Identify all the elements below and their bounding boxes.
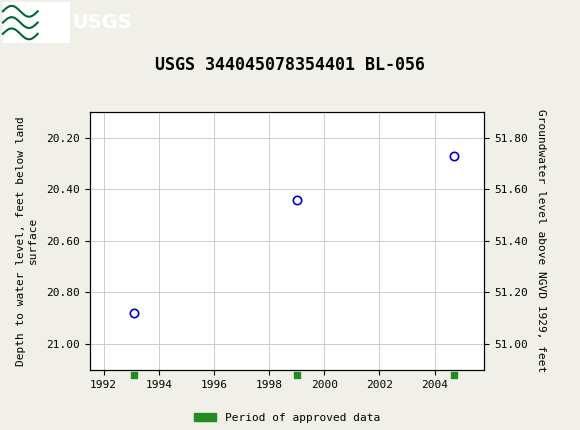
Y-axis label: Depth to water level, feet below land
surface: Depth to water level, feet below land su… <box>16 116 38 366</box>
Y-axis label: Groundwater level above NGVD 1929, feet: Groundwater level above NGVD 1929, feet <box>536 109 546 372</box>
Legend: Period of approved data: Period of approved data <box>190 408 385 427</box>
Text: USGS: USGS <box>72 13 132 32</box>
Text: USGS 344045078354401 BL-056: USGS 344045078354401 BL-056 <box>155 55 425 74</box>
Bar <box>3 2 70 43</box>
